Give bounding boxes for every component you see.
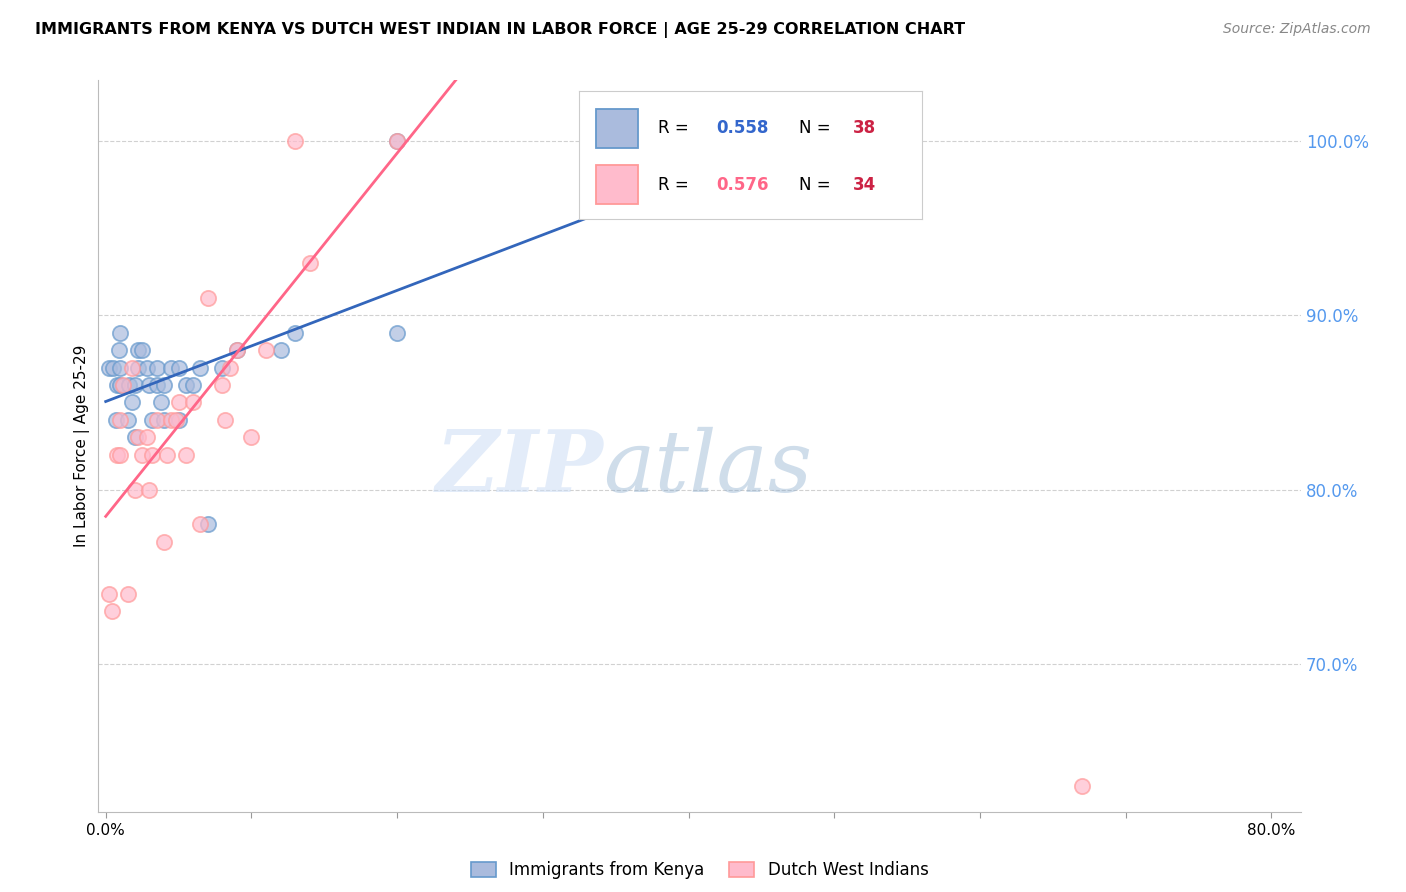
Point bbox=[160, 360, 183, 375]
Point bbox=[174, 448, 197, 462]
Point bbox=[110, 360, 132, 375]
Point bbox=[156, 448, 179, 462]
Point bbox=[385, 134, 408, 148]
Point bbox=[124, 483, 146, 497]
Point bbox=[105, 448, 128, 462]
Point bbox=[190, 360, 212, 375]
Point bbox=[298, 256, 321, 270]
Point bbox=[112, 378, 135, 392]
Point bbox=[153, 534, 176, 549]
Point bbox=[197, 291, 219, 305]
Point bbox=[110, 326, 132, 340]
Point bbox=[124, 378, 146, 392]
Point bbox=[211, 378, 233, 392]
Point bbox=[101, 360, 124, 375]
Point bbox=[385, 134, 408, 148]
Point bbox=[131, 448, 153, 462]
Point bbox=[181, 395, 204, 409]
Point bbox=[97, 360, 120, 375]
Point bbox=[105, 378, 128, 392]
Point bbox=[145, 413, 167, 427]
Point bbox=[225, 343, 247, 358]
Point bbox=[174, 378, 197, 392]
Point bbox=[104, 413, 127, 427]
Point bbox=[153, 378, 176, 392]
Point bbox=[127, 360, 149, 375]
Point bbox=[127, 343, 149, 358]
Point bbox=[165, 413, 187, 427]
Point bbox=[167, 413, 190, 427]
Point bbox=[127, 430, 149, 444]
Point bbox=[214, 413, 236, 427]
Text: IMMIGRANTS FROM KENYA VS DUTCH WEST INDIAN IN LABOR FORCE | AGE 25-29 CORRELATIO: IMMIGRANTS FROM KENYA VS DUTCH WEST INDI… bbox=[35, 22, 966, 38]
Point bbox=[167, 360, 190, 375]
Point bbox=[135, 360, 157, 375]
Point bbox=[97, 587, 120, 601]
Point bbox=[794, 134, 817, 148]
Point bbox=[284, 326, 307, 340]
Point bbox=[117, 587, 139, 601]
Point bbox=[131, 343, 153, 358]
Text: ZIP: ZIP bbox=[436, 426, 603, 509]
Point bbox=[211, 360, 233, 375]
Point bbox=[218, 360, 240, 375]
Point bbox=[240, 430, 263, 444]
Point bbox=[145, 360, 167, 375]
Point bbox=[138, 378, 160, 392]
Point bbox=[138, 483, 160, 497]
Point bbox=[153, 413, 176, 427]
Point bbox=[141, 448, 163, 462]
Point bbox=[254, 343, 277, 358]
Text: atlas: atlas bbox=[603, 426, 813, 509]
Point bbox=[385, 326, 408, 340]
Point bbox=[110, 378, 132, 392]
Point bbox=[110, 413, 132, 427]
Point bbox=[225, 343, 247, 358]
Point bbox=[118, 378, 141, 392]
Point bbox=[197, 517, 219, 532]
Point bbox=[1071, 779, 1094, 793]
Point bbox=[167, 395, 190, 409]
Point bbox=[181, 378, 204, 392]
Point bbox=[145, 378, 167, 392]
Point bbox=[284, 134, 307, 148]
Point bbox=[150, 395, 173, 409]
Point bbox=[141, 413, 163, 427]
Point bbox=[135, 430, 157, 444]
Point bbox=[110, 448, 132, 462]
Point bbox=[121, 395, 143, 409]
Point bbox=[121, 360, 143, 375]
Text: Source: ZipAtlas.com: Source: ZipAtlas.com bbox=[1223, 22, 1371, 37]
Point bbox=[117, 413, 139, 427]
Point bbox=[124, 430, 146, 444]
Point bbox=[270, 343, 292, 358]
Point bbox=[190, 517, 212, 532]
Point bbox=[100, 604, 122, 618]
Legend: Immigrants from Kenya, Dutch West Indians: Immigrants from Kenya, Dutch West Indian… bbox=[463, 853, 936, 888]
Point bbox=[108, 343, 131, 358]
Point bbox=[160, 413, 183, 427]
Y-axis label: In Labor Force | Age 25-29: In Labor Force | Age 25-29 bbox=[75, 345, 90, 547]
